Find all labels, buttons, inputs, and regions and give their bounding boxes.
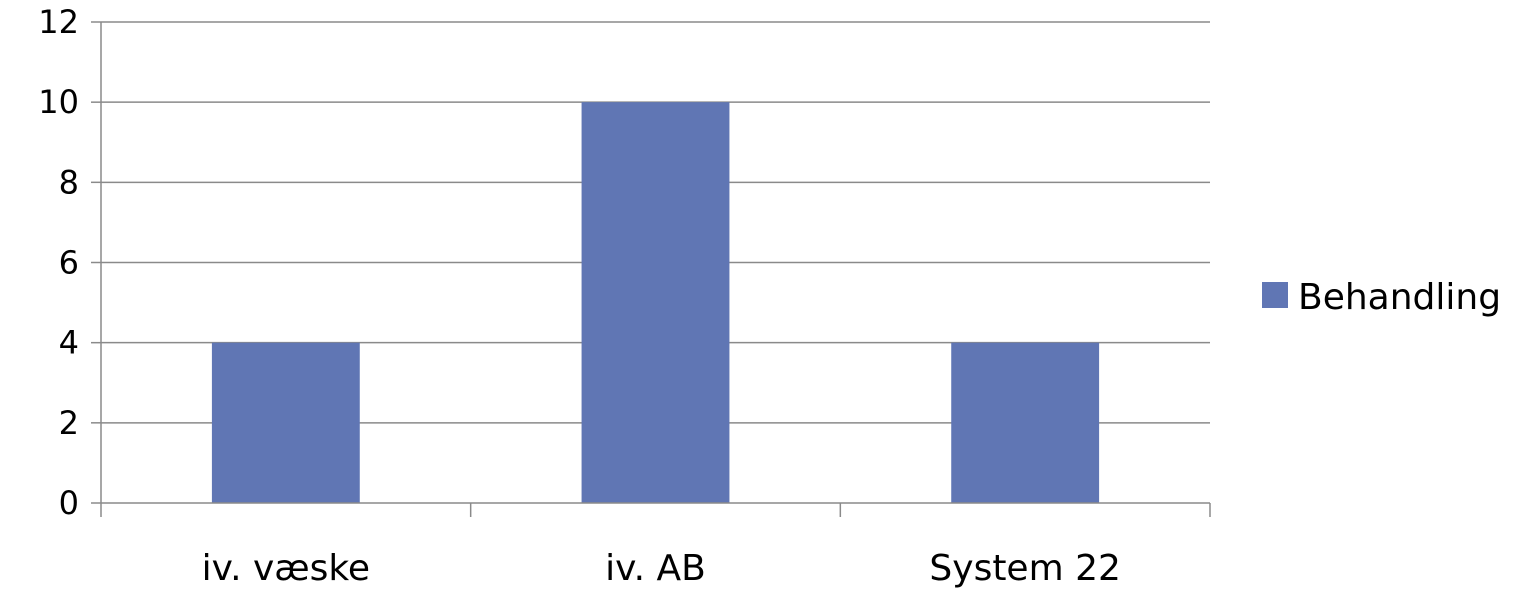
bar-0	[211, 342, 360, 503]
y-tick-label: 2	[59, 404, 79, 442]
y-tick-labels: 0 2 4 6 8 10 12	[38, 3, 79, 522]
axes	[91, 21, 1211, 517]
y-tick-label: 6	[59, 244, 79, 282]
y-tick-label: 12	[38, 3, 79, 41]
x-category-label: iv. væske	[202, 548, 371, 589]
x-tick-labels: iv. væske iv. AB System 22	[202, 548, 1121, 589]
bar-2	[951, 342, 1100, 503]
legend-label-behandling: Behandling	[1298, 277, 1501, 318]
y-tick-label: 4	[59, 324, 79, 362]
x-category-label: System 22	[929, 548, 1121, 589]
y-tick-label: 10	[38, 83, 79, 121]
legend: Behandling	[1262, 277, 1501, 318]
bars	[211, 102, 1100, 504]
x-category-label: iv. AB	[605, 548, 706, 589]
bar-1	[581, 102, 730, 504]
legend-swatch-behandling	[1262, 282, 1288, 308]
y-tick-label: 8	[59, 163, 79, 201]
y-tick-label: 0	[59, 484, 79, 522]
